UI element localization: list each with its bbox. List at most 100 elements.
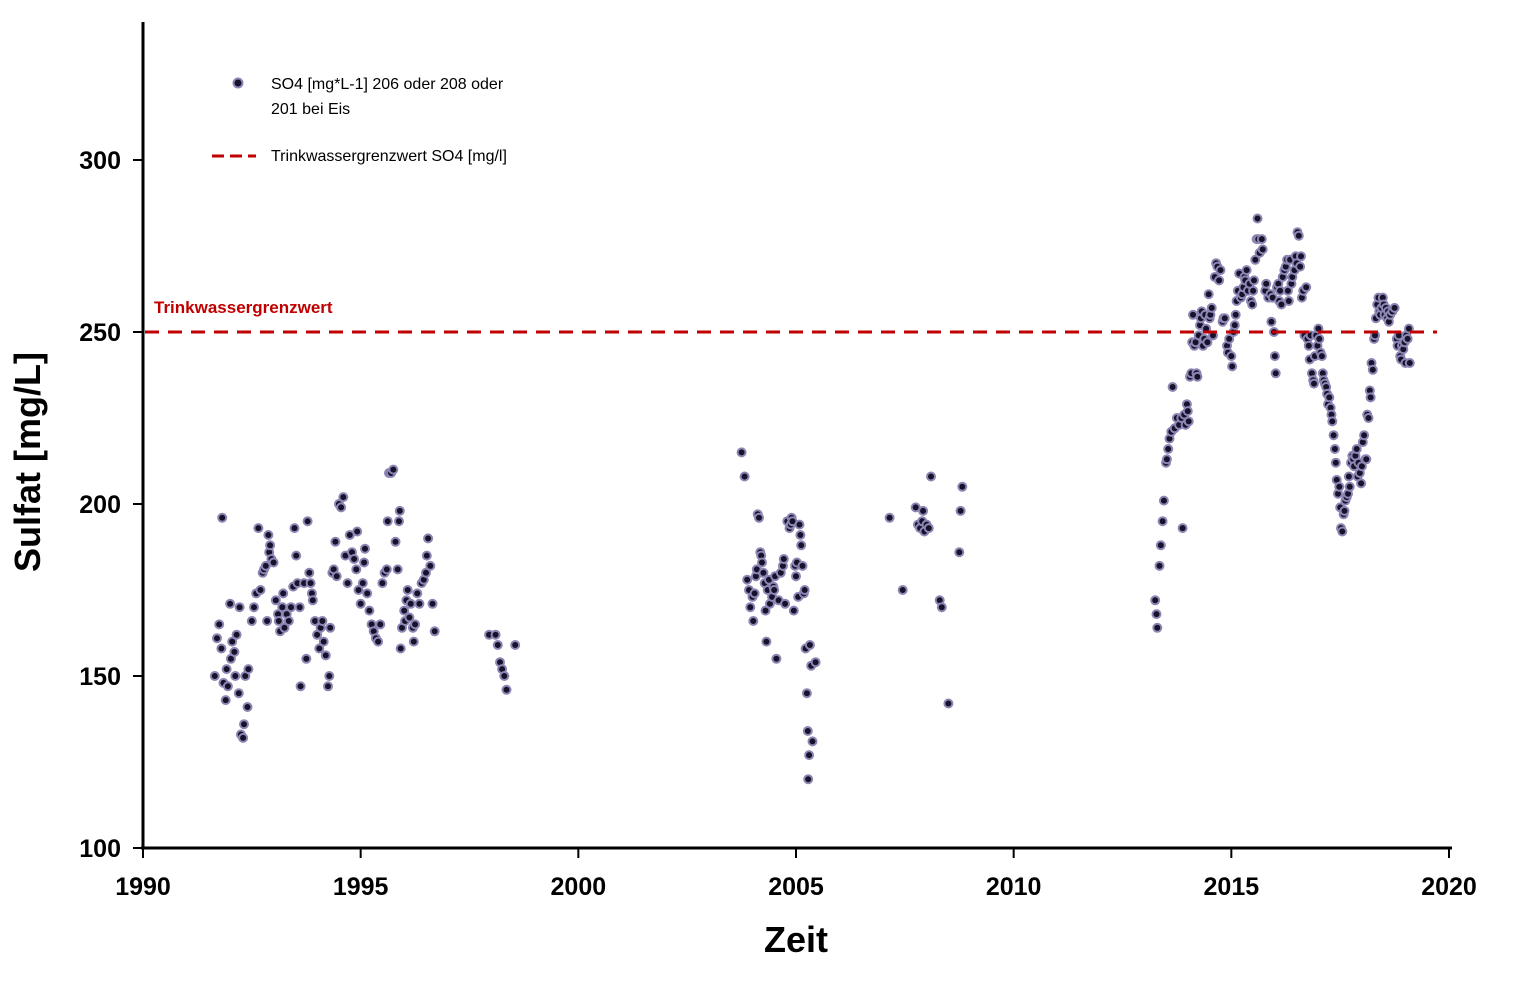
data-point <box>331 571 342 582</box>
data-point <box>382 516 393 527</box>
data-point <box>233 688 244 699</box>
data-point <box>1367 364 1378 375</box>
data-point <box>1337 526 1348 537</box>
x-tick-label: 1990 <box>115 873 171 901</box>
data-point <box>360 543 370 554</box>
data-point <box>796 540 807 551</box>
data-point <box>375 619 386 630</box>
data-point <box>260 560 271 571</box>
data-point <box>357 578 368 589</box>
data-point <box>421 550 432 561</box>
data-point <box>807 736 818 747</box>
data-point <box>427 598 438 609</box>
data-point <box>242 702 253 712</box>
data-point <box>1301 282 1312 293</box>
y-axis-ticks: 100 150 200 250 300 <box>79 147 143 863</box>
x-tick-label: 2020 <box>1421 873 1477 901</box>
data-point <box>1248 285 1259 296</box>
data-point <box>394 505 405 516</box>
data-point <box>1150 595 1161 606</box>
data-point <box>352 526 363 537</box>
x-axis-title: Zeit <box>764 919 828 960</box>
data-point <box>362 588 373 599</box>
data-point <box>492 640 503 650</box>
data-point <box>314 643 325 654</box>
data-point <box>1363 413 1374 423</box>
data-point <box>229 646 240 657</box>
data-point <box>318 636 329 647</box>
data-point <box>1203 289 1214 300</box>
data-point <box>1249 275 1259 286</box>
data-point <box>225 598 236 609</box>
data-point <box>510 640 521 650</box>
data-point <box>943 698 954 709</box>
data-point <box>249 602 259 613</box>
data-point <box>1227 361 1238 372</box>
data-point <box>788 605 799 616</box>
data-point <box>425 560 436 571</box>
data-point <box>918 505 929 516</box>
data-point <box>810 657 821 668</box>
data-point <box>739 471 750 482</box>
data-point <box>320 650 331 661</box>
data-point <box>1256 234 1267 245</box>
data-point <box>754 512 764 523</box>
data-point <box>1293 230 1304 241</box>
x-tick-label: 2010 <box>986 873 1042 901</box>
data-point <box>221 664 232 675</box>
data-point <box>238 732 249 743</box>
data-point <box>324 671 335 681</box>
data-point <box>234 602 245 613</box>
data-point <box>373 636 384 647</box>
data-point <box>954 547 965 558</box>
y-tick-label: 200 <box>79 491 121 519</box>
data-point <box>1157 516 1168 527</box>
data-point <box>408 636 419 647</box>
data-point <box>1283 296 1294 306</box>
y-tick-label: 300 <box>79 147 121 175</box>
data-point <box>1269 351 1280 362</box>
data-point <box>325 622 336 633</box>
data-point <box>286 602 296 613</box>
data-point <box>231 629 242 640</box>
data-point <box>802 726 813 736</box>
data-point <box>736 447 747 458</box>
data-point <box>1158 495 1169 506</box>
data-point <box>1229 320 1240 331</box>
data-point <box>351 564 362 575</box>
data-point <box>1359 430 1370 441</box>
data-point <box>791 571 801 582</box>
data-point <box>1344 481 1355 492</box>
data-point <box>1192 371 1203 382</box>
data-point <box>955 505 966 516</box>
data-point <box>490 629 501 640</box>
x-tick-label: 2000 <box>551 873 607 901</box>
data-point <box>291 550 302 561</box>
reference-line-label: Trinkwassergrenzwert <box>154 298 333 317</box>
data-point <box>1404 358 1415 368</box>
data-point <box>227 636 238 647</box>
data-point <box>1270 368 1281 379</box>
data-point <box>761 636 772 647</box>
data-point <box>1155 540 1166 551</box>
data-point <box>377 578 388 589</box>
data-point <box>302 516 313 527</box>
data-point <box>423 533 434 544</box>
data-point <box>1365 392 1376 403</box>
data-point <box>1327 416 1338 427</box>
data-point <box>1361 454 1372 465</box>
data-point <box>246 616 257 626</box>
data-point <box>279 622 290 633</box>
data-point <box>760 605 771 616</box>
data-point <box>1202 337 1213 348</box>
data-point <box>1241 265 1252 276</box>
data-point <box>1309 378 1319 389</box>
data-point <box>399 605 410 616</box>
data-point <box>1329 444 1340 454</box>
data-point <box>268 557 279 568</box>
data-point <box>263 530 274 540</box>
data-point <box>1177 523 1188 534</box>
data-point <box>220 695 231 706</box>
data-point <box>359 557 370 568</box>
data-point <box>769 585 780 595</box>
